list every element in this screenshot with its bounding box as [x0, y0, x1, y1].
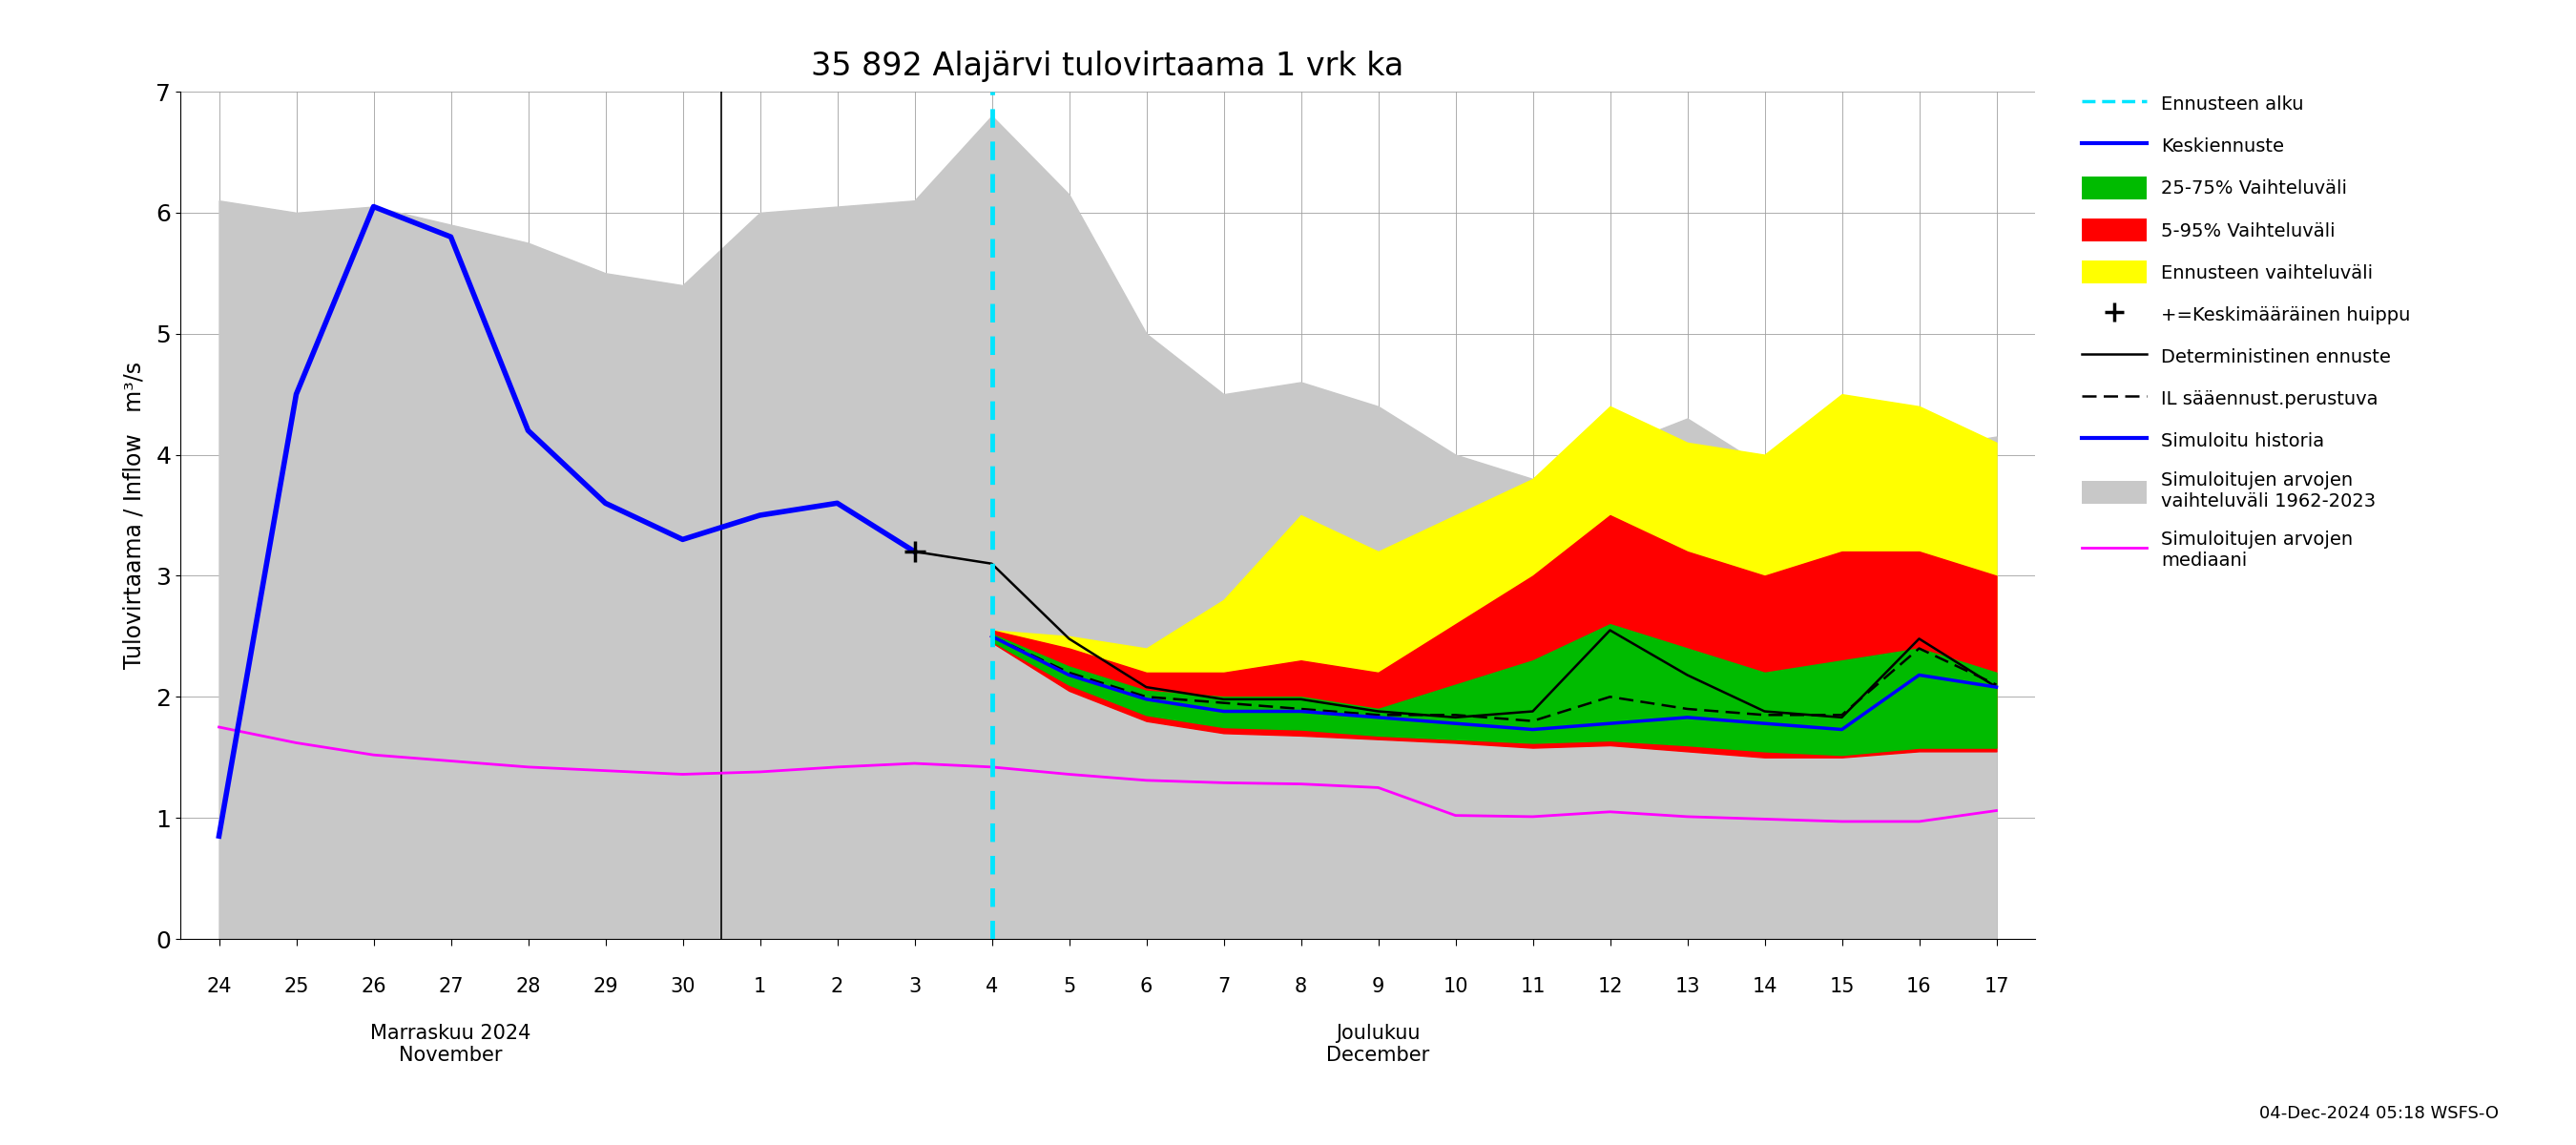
Text: 1: 1 [755, 977, 765, 996]
Text: 10: 10 [1443, 977, 1468, 996]
Text: 11: 11 [1520, 977, 1546, 996]
Text: 9: 9 [1373, 977, 1383, 996]
Text: 4: 4 [987, 977, 997, 996]
Text: 8: 8 [1296, 977, 1306, 996]
Text: 24: 24 [206, 977, 232, 996]
Text: 5: 5 [1064, 977, 1074, 996]
Text: 28: 28 [515, 977, 541, 996]
Text: Joulukuu
December: Joulukuu December [1327, 1024, 1430, 1065]
Text: 25: 25 [283, 977, 309, 996]
Text: 30: 30 [670, 977, 696, 996]
Text: 13: 13 [1674, 977, 1700, 996]
Text: 04-Dec-2024 05:18 WSFS-O: 04-Dec-2024 05:18 WSFS-O [2259, 1105, 2499, 1122]
Text: 2: 2 [832, 977, 842, 996]
Legend: Ennusteen alku, Keskiennuste, 25-75% Vaihteluväli, 5-95% Vaihteluväli, Ennusteen: Ennusteen alku, Keskiennuste, 25-75% Vai… [2081, 93, 2411, 569]
Title: 35 892 Alajärvi tulovirtaama 1 vrk ka: 35 892 Alajärvi tulovirtaama 1 vrk ka [811, 50, 1404, 82]
Text: 12: 12 [1597, 977, 1623, 996]
Text: 6: 6 [1141, 977, 1151, 996]
Text: 16: 16 [1906, 977, 1932, 996]
Text: 15: 15 [1829, 977, 1855, 996]
Text: 3: 3 [909, 977, 920, 996]
Text: 29: 29 [592, 977, 618, 996]
Text: 27: 27 [438, 977, 464, 996]
Y-axis label: Tulovirtaama / Inflow   m³/s: Tulovirtaama / Inflow m³/s [121, 362, 144, 669]
Text: 7: 7 [1218, 977, 1229, 996]
Text: Marraskuu 2024
November: Marraskuu 2024 November [371, 1024, 531, 1065]
Text: 17: 17 [1984, 977, 2009, 996]
Text: 14: 14 [1752, 977, 1777, 996]
Text: 26: 26 [361, 977, 386, 996]
